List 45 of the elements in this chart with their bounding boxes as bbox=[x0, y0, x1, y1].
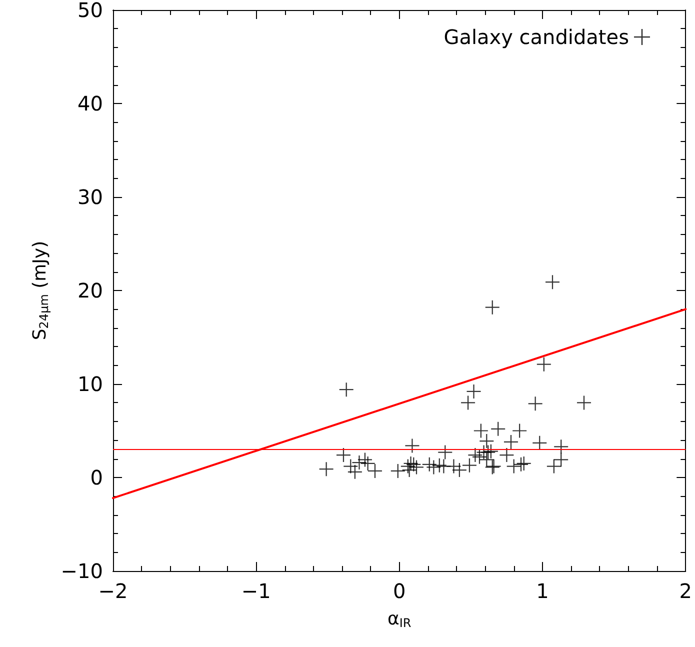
point bbox=[504, 434, 518, 449]
point bbox=[576, 396, 591, 410]
point bbox=[358, 452, 372, 467]
point bbox=[319, 462, 334, 476]
x-tick-label: 1 bbox=[536, 579, 549, 603]
point bbox=[438, 445, 452, 460]
point bbox=[410, 460, 424, 474]
x-tick-label: 2 bbox=[679, 579, 692, 603]
x-axis-title: αIR bbox=[387, 608, 412, 630]
point bbox=[405, 438, 420, 453]
point bbox=[480, 434, 494, 448]
point bbox=[452, 463, 466, 478]
point bbox=[485, 300, 500, 314]
y-tick-label: 20 bbox=[78, 278, 103, 302]
point bbox=[390, 464, 405, 478]
point bbox=[506, 459, 521, 474]
y-tick-label: 50 bbox=[78, 0, 103, 22]
point bbox=[474, 424, 488, 438]
point bbox=[554, 452, 568, 467]
point bbox=[446, 459, 461, 474]
point bbox=[546, 459, 561, 474]
y-tick-label: 30 bbox=[78, 185, 103, 209]
point bbox=[352, 456, 366, 470]
point bbox=[466, 384, 481, 398]
point bbox=[368, 464, 382, 478]
point bbox=[528, 396, 542, 411]
point bbox=[491, 422, 506, 436]
x-tick-label: −1 bbox=[241, 579, 271, 603]
legend-label: Galaxy candidates bbox=[444, 25, 629, 49]
y-tick-label: 0 bbox=[90, 466, 103, 490]
point bbox=[339, 382, 354, 397]
y-tick-label: 40 bbox=[78, 92, 103, 116]
point bbox=[516, 456, 531, 470]
point bbox=[461, 396, 476, 410]
point bbox=[536, 357, 551, 372]
point bbox=[462, 458, 476, 472]
x-tick-label: 0 bbox=[392, 579, 406, 603]
point bbox=[512, 424, 527, 438]
point bbox=[344, 459, 358, 474]
point bbox=[480, 452, 494, 467]
point bbox=[348, 464, 362, 479]
point bbox=[546, 275, 560, 290]
y-axis-title: S24μm (mJy) bbox=[29, 240, 51, 340]
y-tick-label: 10 bbox=[78, 372, 103, 396]
point bbox=[360, 456, 375, 470]
